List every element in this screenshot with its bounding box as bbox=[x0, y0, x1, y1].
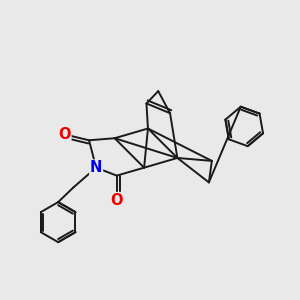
Text: O: O bbox=[110, 193, 123, 208]
Text: N: N bbox=[90, 160, 102, 175]
Text: O: O bbox=[58, 127, 71, 142]
